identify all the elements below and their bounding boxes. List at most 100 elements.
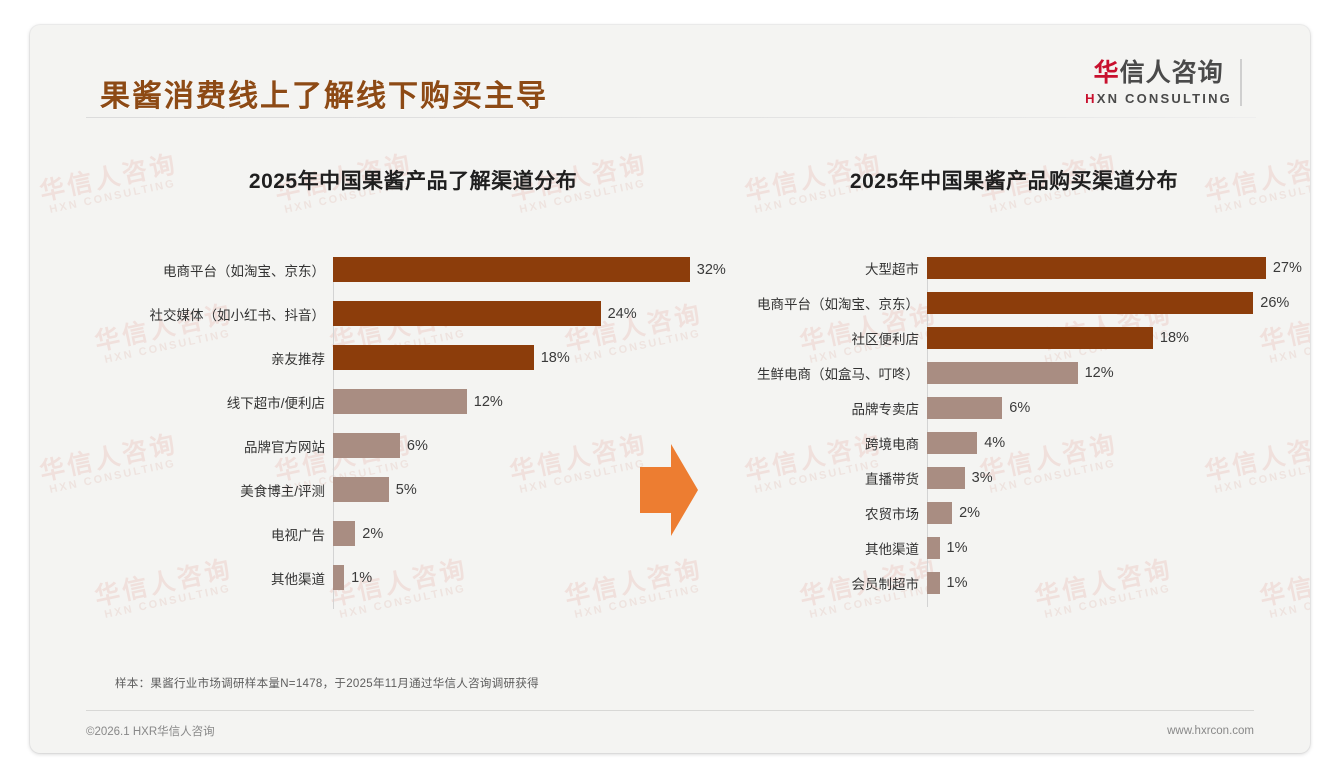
chart-awareness-rows: 电商平台（如淘宝、京东） 32% 社交媒体（如小红书、抖音） 24% 亲友推荐 18% 线下… xyxy=(86,257,726,609)
bar-row[interactable]: 电商平台（如淘宝、京东） 32% xyxy=(86,257,726,282)
bar[interactable] xyxy=(927,397,1003,419)
bar-track: 5% xyxy=(333,477,706,502)
bar[interactable] xyxy=(333,257,690,282)
bar-category-label: 直播带货 xyxy=(865,472,919,487)
bar[interactable] xyxy=(927,432,978,454)
bar-row[interactable]: 品牌官方网站 6% xyxy=(86,433,706,458)
bar-row[interactable]: 亲友推荐 18% xyxy=(86,345,706,370)
bar-category-label: 品牌官方网站 xyxy=(244,439,325,455)
bar-row[interactable]: 品牌专卖店 6% xyxy=(690,397,1290,419)
chart-purchase-title: 2025年中国果酱产品购买渠道分布 xyxy=(849,170,1179,193)
bar-value-label: 2% xyxy=(959,505,981,521)
bar[interactable] xyxy=(927,292,1254,314)
logo-english: HXN CONSULTING xyxy=(1085,91,1232,106)
arrow-right-icon xyxy=(640,444,698,536)
bar[interactable] xyxy=(333,345,534,370)
bar-track: 2% xyxy=(333,521,706,546)
bar-row[interactable]: 社区便利店 18% xyxy=(690,327,1290,349)
bar-row[interactable]: 社交媒体（如小红书、抖音） 24% xyxy=(86,301,706,326)
bar-value-label: 27% xyxy=(1272,260,1302,276)
bar[interactable] xyxy=(927,362,1078,384)
bar-row[interactable]: 跨境电商 4% xyxy=(690,432,1290,454)
logo-english-accent: H xyxy=(1085,90,1097,106)
bar-track: 6% xyxy=(927,397,1290,419)
bar-value-label: 6% xyxy=(406,437,428,454)
flow-arrow xyxy=(638,440,700,540)
bar-value-label: 1% xyxy=(946,575,968,591)
bar[interactable] xyxy=(333,521,356,546)
bar-row[interactable]: 线下超市/便利店 12% xyxy=(86,389,706,414)
bar[interactable] xyxy=(927,537,940,559)
bar-value-label: 2% xyxy=(362,525,384,542)
page-title: 果酱消费线上了解线下购买主导 xyxy=(100,80,548,113)
bar-track: 26% xyxy=(927,292,1290,314)
bar-category-label: 品牌专卖店 xyxy=(851,402,920,417)
bar-row[interactable]: 农贸市场 2% xyxy=(690,502,1290,524)
bar[interactable] xyxy=(927,467,965,489)
bar-track: 24% xyxy=(333,301,706,326)
bar[interactable] xyxy=(927,257,1266,279)
logo-english-rest: XN CONSULTING xyxy=(1096,90,1232,106)
copyright-text: ©2026.1 HXR华信人咨询 xyxy=(86,726,215,738)
bar-category-label: 生鲜电商（如盒马、叮咚） xyxy=(757,367,919,382)
chart-purchase: 2025年中国果酱产品购买渠道分布 大型超市 27% 电商平台（如淘宝、京东） 26%… xyxy=(690,165,1302,632)
bar-track: 12% xyxy=(333,389,706,414)
bar-category-label: 其他渠道 xyxy=(865,542,919,557)
logo-chinese-rest: 信人咨询 xyxy=(1119,59,1224,87)
bar[interactable] xyxy=(333,565,345,590)
bar-row[interactable]: 其他渠道 1% xyxy=(86,565,706,590)
bar-value-label: 12% xyxy=(1084,365,1114,381)
bar-track: 1% xyxy=(927,537,1290,559)
slide-canvas: 华信人咨询 HXN CONSULTING 华信人咨询 HXN CONSULTING 华信… xyxy=(30,25,1310,753)
bar[interactable] xyxy=(333,389,467,414)
bar-row[interactable]: 电视广告 2% xyxy=(86,521,706,546)
title-divider xyxy=(86,117,1256,118)
bar-track: 18% xyxy=(927,327,1290,349)
logo-chinese: 华信人咨询 xyxy=(1085,59,1232,88)
bar-row[interactable]: 其他渠道 1% xyxy=(690,537,1290,559)
bar-track: 27% xyxy=(927,257,1302,279)
bar-track: 18% xyxy=(333,345,706,370)
bar-value-label: 26% xyxy=(1260,295,1290,311)
bar-category-label: 农贸市场 xyxy=(865,507,919,522)
bar-row[interactable]: 会员制超市 1% xyxy=(690,572,1290,594)
chart-awareness: 2025年中国果酱产品了解渠道分布 电商平台（如淘宝、京东） 32% 社交媒体（如小… xyxy=(86,165,726,609)
bar-value-label: 18% xyxy=(1159,330,1189,346)
bar-track: 6% xyxy=(333,433,706,458)
bar-track: 2% xyxy=(927,502,1290,524)
bar-value-label: 32% xyxy=(696,261,726,278)
bar-row[interactable]: 美食博主/评测 5% xyxy=(86,477,706,502)
bar-category-label: 社区便利店 xyxy=(851,332,920,347)
chart-purchase-rows: 大型超市 27% 电商平台（如淘宝、京东） 26% 社区便利店 18% 生鲜电商（如盒马、叮… xyxy=(690,257,1302,632)
bar-value-label: 6% xyxy=(1009,400,1031,416)
bar-category-label: 大型超市 xyxy=(865,262,919,277)
chart-awareness-title: 2025年中国果酱产品了解渠道分布 xyxy=(248,170,578,193)
bar-row[interactable]: 大型超市 27% xyxy=(690,257,1302,279)
bar-category-label: 线下超市/便利店 xyxy=(226,395,325,411)
bar[interactable] xyxy=(927,327,1153,349)
bar-row[interactable]: 电商平台（如淘宝、京东） 26% xyxy=(690,292,1290,314)
bar[interactable] xyxy=(333,477,389,502)
bar-value-label: 18% xyxy=(540,349,570,366)
bar-category-label: 其他渠道 xyxy=(271,571,325,587)
bar[interactable] xyxy=(333,301,601,326)
slide-header: 果酱消费线上了解线下购买主导 华信人咨询 HXN CONSULTING xyxy=(30,25,1310,120)
bar-row[interactable]: 生鲜电商（如盒马、叮咚） 12% xyxy=(690,362,1290,384)
logo-chinese-accent: 华 xyxy=(1093,59,1120,87)
slide-footer: ©2026.1 HXR华信人咨询 www.hxrcon.com xyxy=(30,723,1310,739)
bar-category-label: 亲友推荐 xyxy=(271,351,325,367)
footer-divider xyxy=(86,710,1254,711)
bar[interactable] xyxy=(927,502,953,524)
bar[interactable] xyxy=(927,572,940,594)
bar-track: 4% xyxy=(927,432,1290,454)
bar-row[interactable]: 直播带货 3% xyxy=(690,467,1290,489)
website-link[interactable]: www.hxrcon.com xyxy=(1167,725,1254,737)
bar-value-label: 4% xyxy=(984,435,1006,451)
bar[interactable] xyxy=(333,433,400,458)
source-footnote: 样本：果酱行业市场调研样本量N=1478，于2025年11月通过华信人咨询调研获… xyxy=(115,678,539,690)
bar-value-label: 1% xyxy=(946,540,968,556)
brand-logo: 华信人咨询 HXN CONSULTING xyxy=(1085,59,1242,106)
bar-category-label: 电商平台（如淘宝、京东） xyxy=(757,297,919,312)
bar-track: 12% xyxy=(927,362,1290,384)
bar-value-label: 24% xyxy=(607,305,637,322)
